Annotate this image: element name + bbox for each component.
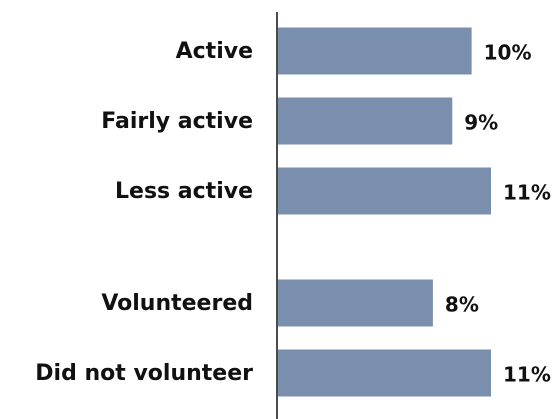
category-label: Active — [176, 39, 253, 64]
value-label: 11% — [503, 181, 551, 205]
value-label: 10% — [484, 41, 532, 65]
bar — [278, 279, 433, 327]
value-label: 8% — [445, 293, 479, 317]
category-label: Fairly active — [101, 109, 253, 134]
bar — [278, 167, 491, 215]
category-label: Volunteered — [101, 291, 253, 316]
bar — [278, 97, 453, 145]
category-label: Did not volunteer — [35, 361, 253, 386]
bar — [278, 27, 472, 75]
value-label: 11% — [503, 363, 551, 387]
bar — [278, 349, 491, 397]
category-label: Less active — [115, 179, 253, 204]
value-label: 9% — [464, 111, 498, 135]
